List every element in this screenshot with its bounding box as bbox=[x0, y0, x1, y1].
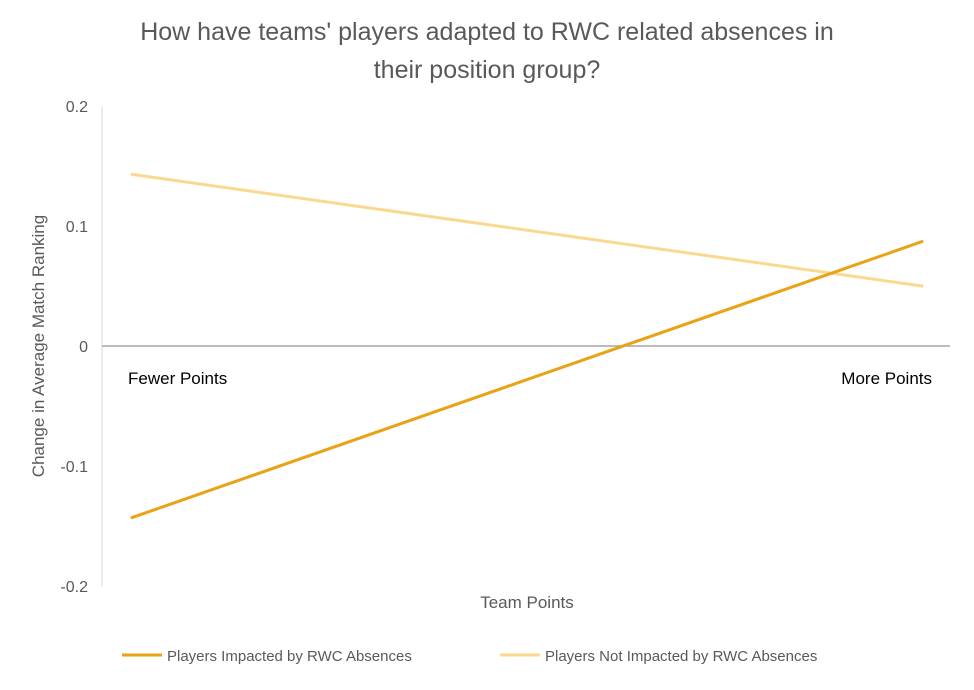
chart-title-line-1: How have teams' players adapted to RWC r… bbox=[140, 18, 834, 46]
y-tick-label: -0.2 bbox=[60, 579, 88, 596]
y-axis-title: Change in Average Match Ranking bbox=[29, 215, 48, 477]
legend-label: Players Not Impacted by RWC Absences bbox=[545, 648, 817, 665]
legend-item: Players Impacted by RWC Absences bbox=[122, 648, 412, 665]
y-tick-label: 0 bbox=[79, 339, 88, 356]
legend-label: Players Impacted by RWC Absences bbox=[167, 648, 412, 665]
y-tick-label: 0.1 bbox=[66, 219, 88, 236]
chart-title-line-2: their position group? bbox=[374, 56, 601, 84]
fewer-points-label: Fewer Points bbox=[128, 369, 227, 388]
series-line bbox=[130, 172, 924, 288]
y-tick-label: -0.1 bbox=[60, 459, 88, 476]
x-axis-title: Team Points bbox=[480, 593, 574, 612]
more-points-label: More Points bbox=[841, 369, 932, 388]
legend: Players Impacted by RWC Absences Players … bbox=[122, 648, 817, 665]
y-tick-label: 0.2 bbox=[66, 99, 88, 116]
legend-item: Players Not Impacted by RWC Absences bbox=[500, 648, 817, 665]
series-line bbox=[130, 240, 924, 520]
